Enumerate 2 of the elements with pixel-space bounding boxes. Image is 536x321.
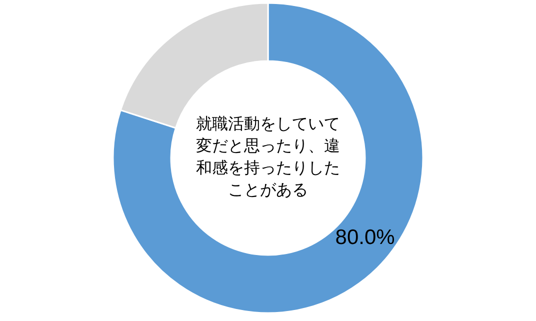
- title: 就職活動をしていて変だと思ったり、違和感を持ったりしたことがある: [196, 116, 340, 200]
- data-label: 80.0%: [335, 226, 395, 249]
